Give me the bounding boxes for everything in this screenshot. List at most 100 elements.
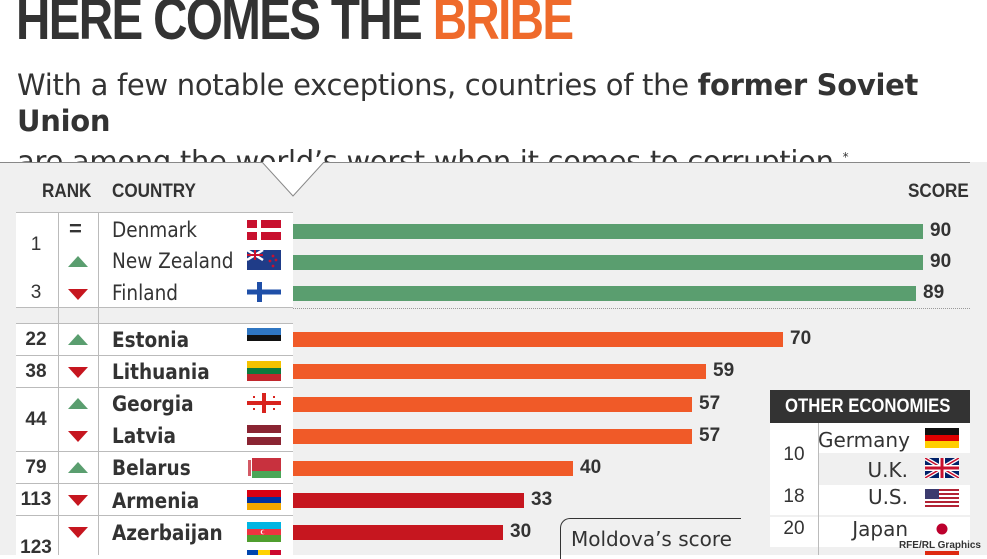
bar — [293, 332, 783, 347]
score-label: 90 — [930, 220, 952, 241]
bar — [293, 493, 524, 508]
grid-line — [16, 212, 293, 213]
bar — [293, 364, 706, 379]
oe-column-divider — [818, 423, 819, 555]
rank-column-divider — [58, 212, 59, 555]
score-label: 40 — [580, 457, 602, 478]
score-label: 30 — [510, 521, 532, 542]
soviet-table-box — [16, 323, 293, 555]
armenia-flag-icon — [247, 490, 281, 510]
chart-title: HERE COMES THE BRIBE — [16, 0, 574, 53]
rank-cell: 79 — [25, 457, 47, 478]
equal-icon: = — [69, 216, 82, 241]
trend-up-icon — [68, 334, 88, 345]
oe-country: Germany — [818, 428, 910, 452]
bar — [293, 224, 923, 239]
rank-cell: 1 — [30, 234, 42, 255]
oe-country: U.K. — [867, 458, 908, 482]
grid-line — [16, 355, 293, 356]
score-label: 90 — [930, 251, 952, 272]
rank-cell: 113 — [20, 489, 52, 510]
country-label: Azerbaijan — [112, 521, 223, 545]
estonia-flag-icon — [247, 328, 281, 348]
country-label: Denmark — [112, 218, 197, 242]
trend-up-icon — [68, 462, 88, 473]
oe-country: Japan — [852, 517, 908, 541]
bar — [293, 429, 692, 444]
score-label: 33 — [531, 489, 553, 510]
rank-cell: 3 — [30, 282, 42, 303]
azerbaijan-flag-icon — [247, 522, 281, 542]
trend-up-icon — [68, 256, 88, 267]
trend-down-icon — [68, 289, 88, 300]
grid-line — [16, 451, 293, 452]
title-highlight: BRIBE — [432, 0, 574, 52]
rank-cell: 22 — [25, 329, 47, 350]
country-label: Lithuania — [112, 360, 210, 384]
new-zealand-flag-icon — [247, 250, 281, 270]
rank-header: RANK — [42, 181, 92, 202]
graphics-credit: RFE/RL Graphics — [898, 540, 981, 551]
rank-cell: 123 — [20, 537, 52, 558]
moldova-flag-icon — [247, 550, 281, 555]
bar — [293, 255, 923, 270]
oe-rank: 18 — [783, 486, 805, 507]
bar — [293, 525, 503, 540]
panel-top-rule — [0, 162, 970, 163]
finland-flag-icon — [247, 282, 281, 302]
title-main: HERE COMES THE — [16, 0, 433, 52]
bar — [293, 286, 916, 301]
country-label: Belarus — [112, 456, 191, 480]
other-economies-title: OTHER ECONOMIES — [785, 396, 951, 417]
georgia-flag-icon — [247, 393, 281, 413]
country-label: New Zealand — [112, 249, 234, 273]
country-label: Estonia — [112, 328, 190, 352]
japan-flag-icon — [925, 519, 959, 539]
panel-notch — [262, 162, 324, 197]
uk-flag-icon — [925, 458, 959, 478]
country-header: COUNTRY — [112, 181, 196, 202]
oe-rank-cell-bg — [770, 423, 818, 485]
score-label: 59 — [713, 360, 735, 381]
country-label: Georgia — [112, 392, 194, 416]
trend-column-divider — [98, 212, 99, 555]
germany-flag-icon — [925, 428, 959, 448]
subtitle-footnote-mark: * — [842, 150, 849, 164]
lithuania-flag-icon — [247, 361, 281, 381]
belarus-flag-icon — [247, 458, 281, 478]
score-header: SCORE — [908, 181, 969, 202]
oe-rank: 10 — [783, 444, 805, 465]
other-economies-header: OTHER ECONOMIES — [770, 390, 970, 423]
country-label: Latvia — [112, 424, 176, 448]
trend-down-icon — [68, 431, 88, 442]
us-flag-icon — [925, 489, 959, 509]
grid-line — [16, 483, 293, 484]
grid-line — [16, 323, 293, 324]
subtitle-bold: former Soviet Union — [17, 68, 919, 138]
oe-country: U.S. — [867, 485, 908, 509]
latvia-flag-icon — [247, 425, 281, 445]
moldova-callout-bracket — [560, 518, 741, 559]
subtitle-part1: With a few notable exceptions, countries… — [17, 68, 698, 102]
grid-line — [16, 307, 293, 308]
score-label: 89 — [923, 282, 945, 303]
rank-cell: 38 — [25, 361, 47, 382]
bar — [293, 397, 692, 412]
group-divider — [293, 308, 970, 309]
grid-line — [16, 387, 293, 388]
trend-up-icon — [68, 398, 88, 409]
score-label: 57 — [699, 425, 721, 446]
bar — [293, 461, 573, 476]
trend-down-icon — [68, 367, 88, 378]
trend-down-icon — [68, 495, 88, 506]
score-label: 70 — [790, 328, 812, 349]
moldova-callout: Moldova’s score — [571, 527, 732, 551]
score-label: 57 — [699, 393, 721, 414]
grid-line — [16, 515, 293, 516]
china-flag-icon — [925, 551, 959, 555]
rank-cell: 44 — [25, 409, 47, 430]
oe-rank: 20 — [783, 518, 805, 539]
country-label: Armenia — [112, 489, 200, 513]
trend-down-icon — [68, 527, 88, 538]
denmark-flag-icon — [247, 220, 281, 240]
